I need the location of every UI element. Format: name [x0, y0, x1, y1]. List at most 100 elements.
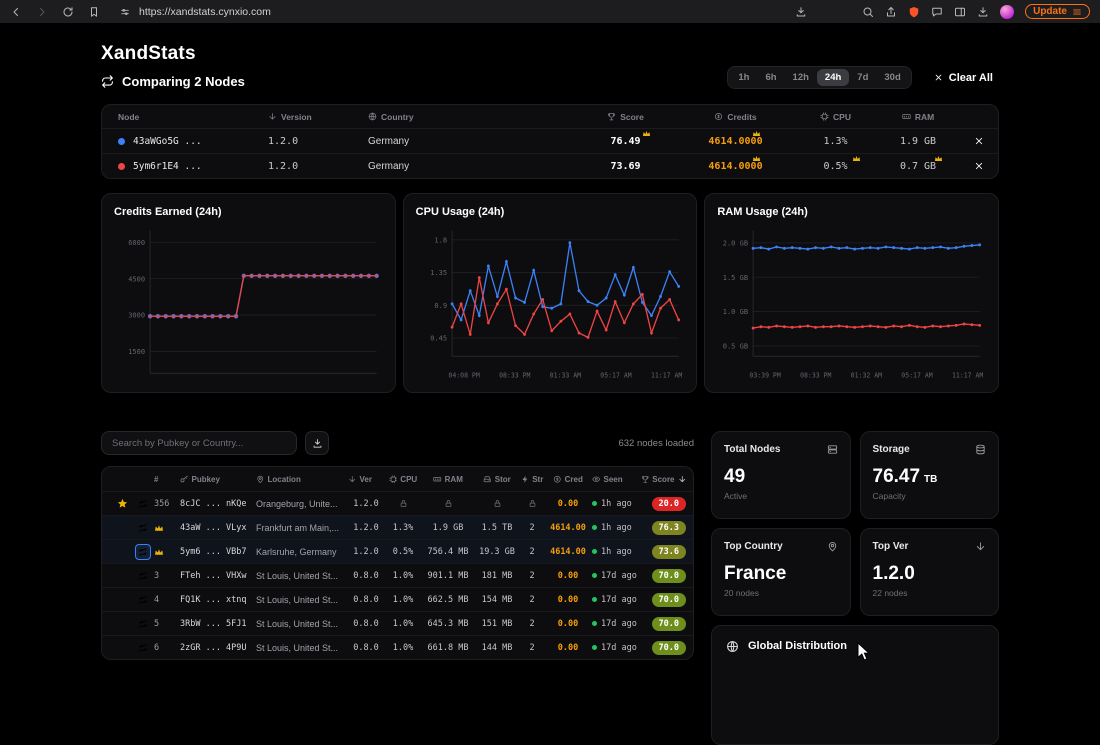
node-row[interactable]: 3FTeh ... VHXwSt Louis, United St...0.8.… [102, 563, 693, 587]
shield-icon[interactable] [908, 6, 920, 18]
node-row[interactable]: 5ym6 ... VBb7Karlsruhe, Germany1.2.00.5%… [102, 539, 693, 563]
col-ver[interactable]: Ver [348, 475, 384, 484]
node-pubkey: FTeh ... VHXw [180, 571, 256, 581]
node-credits: 4614.0000 [678, 154, 793, 178]
compare-col-country[interactable]: Country [368, 105, 573, 128]
node-row[interactable]: 43aW ... VLyxFrankfurt am Main,...1.2.01… [102, 515, 693, 539]
global-distribution-label: Global Distribution [748, 640, 847, 652]
svg-text:3000: 3000 [128, 311, 145, 320]
col-seen[interactable]: Seen [592, 475, 644, 484]
address-bar[interactable]: https://xandstats.cynxio.com [110, 6, 785, 18]
clear-all-button[interactable]: Clear All [928, 71, 999, 85]
stat-sub: Active [724, 491, 838, 501]
url-text: https://xandstats.cynxio.com [139, 6, 271, 18]
stat-card-storage: Storage 76.47TB Capacity [860, 431, 1000, 519]
close-icon [934, 73, 943, 82]
node-score: 73.69 [573, 154, 678, 178]
reload-icon[interactable] [62, 6, 74, 18]
node-row[interactable]: 62zGR ... 4P9USt Louis, United St...0.8.… [102, 635, 693, 659]
node-pubkey: 3RbW ... 5FJ1 [180, 619, 256, 629]
remove-node-icon[interactable] [974, 161, 984, 171]
node-pubkey: 5ym6 ... VBb7 [180, 547, 256, 557]
node-cpu: 0.5% [793, 154, 878, 178]
time-range-12h[interactable]: 12h [785, 69, 817, 86]
col-cred[interactable]: Cred [544, 475, 592, 484]
col-#[interactable]: # [154, 475, 180, 484]
svg-text:05:17 AM: 05:17 AM [600, 371, 631, 379]
col-pubkey[interactable]: Pubkey [180, 475, 256, 484]
database-icon [975, 444, 986, 455]
node-ram: 0.7 GB [878, 154, 958, 178]
score-badge: 73.6 [652, 545, 686, 559]
remove-node-icon[interactable] [974, 136, 984, 146]
compare-row[interactable]: 5ym6r1E4 ...1.2.0Germany73.694614.00000.… [102, 153, 998, 178]
site-settings-icon[interactable] [120, 7, 130, 17]
export-button[interactable] [305, 431, 329, 455]
compare-col-version[interactable]: Version [268, 105, 368, 128]
col-stor[interactable]: Stor [474, 475, 520, 484]
node-ram: 1.9 GB [878, 129, 958, 153]
last-seen: 17d ago [592, 595, 637, 605]
online-dot [592, 597, 597, 602]
series-dot [118, 163, 125, 170]
col-ram[interactable]: RAM [422, 475, 474, 484]
time-range-7d[interactable]: 7d [849, 69, 876, 86]
sidebar-toggle-icon[interactable] [954, 6, 966, 18]
extensions-icon[interactable] [931, 6, 943, 18]
compare-col-close[interactable] [958, 105, 984, 128]
col-cpu[interactable]: CPU [384, 475, 422, 484]
update-button[interactable]: Update [1025, 4, 1090, 19]
col-str[interactable]: Str [520, 475, 544, 484]
node-credits: 0.00 [558, 571, 578, 581]
node-credits: 0.00 [558, 499, 578, 509]
svg-text:01:33 AM: 01:33 AM [549, 371, 580, 379]
node-cpu: 0.5% [384, 547, 422, 557]
pin-icon [827, 541, 838, 552]
compare-toggle-icon[interactable] [135, 568, 151, 584]
col-location[interactable]: Location [256, 475, 348, 484]
time-range-1h[interactable]: 1h [730, 69, 757, 86]
compare-col-ram[interactable]: RAM [878, 105, 958, 128]
time-range-30d[interactable]: 30d [876, 69, 908, 86]
compare-toggle-icon[interactable] [135, 544, 151, 560]
search-input[interactable] [101, 431, 297, 455]
compare-toggle-icon[interactable] [135, 496, 151, 512]
chart-title: Credits Earned (24h) [114, 206, 383, 218]
node-row[interactable]: 53RbW ... 5FJ1St Louis, United St...0.8.… [102, 611, 693, 635]
search-icon[interactable] [862, 6, 874, 18]
table-toolbar: 632 nodes loaded [101, 431, 694, 455]
node-streams: 2 [520, 643, 544, 653]
chart-card-1: CPU Usage (24h)0.450.91.351.804:08 PM08:… [403, 193, 698, 393]
crown-icon [934, 154, 943, 163]
col-score[interactable]: Score [644, 475, 686, 484]
downloads-tray-icon[interactable] [795, 6, 807, 18]
compare-col-score[interactable]: Score [573, 105, 678, 128]
compare-toggle-icon[interactable] [135, 616, 151, 632]
node-row[interactable]: 3568cJC ... nKQeOrangeburg, Unite...1.2.… [102, 491, 693, 515]
node-location: St Louis, United St... [256, 595, 348, 605]
node-cpu: 1.0% [384, 619, 422, 629]
compare-col-credits[interactable]: Credits [678, 105, 793, 128]
forward-icon[interactable] [36, 6, 48, 18]
lock-icon [399, 499, 408, 508]
compare-toggle-icon[interactable] [135, 640, 151, 656]
compare-col-node[interactable]: Node [118, 105, 268, 128]
time-range-6h[interactable]: 6h [757, 69, 784, 86]
compare-toggle-icon[interactable] [135, 520, 151, 536]
nav-controls [10, 6, 100, 18]
download-icon[interactable] [977, 6, 989, 18]
node-row[interactable]: 4FQ1K ... xtnqSt Louis, United St...0.8.… [102, 587, 693, 611]
node-location: St Louis, United St... [256, 619, 348, 629]
profile-avatar[interactable] [1000, 5, 1014, 19]
bookmark-icon[interactable] [88, 6, 100, 18]
compare-row[interactable]: 43aWGo5G ...1.2.0Germany76.494614.00001.… [102, 128, 998, 153]
node-storage [474, 499, 520, 508]
menu-icon[interactable] [1072, 7, 1082, 17]
time-range-24h[interactable]: 24h [817, 69, 849, 86]
share-icon[interactable] [885, 6, 897, 18]
compare-toggle-icon[interactable] [135, 592, 151, 608]
series-dot [118, 138, 125, 145]
back-icon[interactable] [10, 6, 22, 18]
svg-text:1.0 GB: 1.0 GB [723, 307, 749, 316]
compare-col-cpu[interactable]: CPU [793, 105, 878, 128]
